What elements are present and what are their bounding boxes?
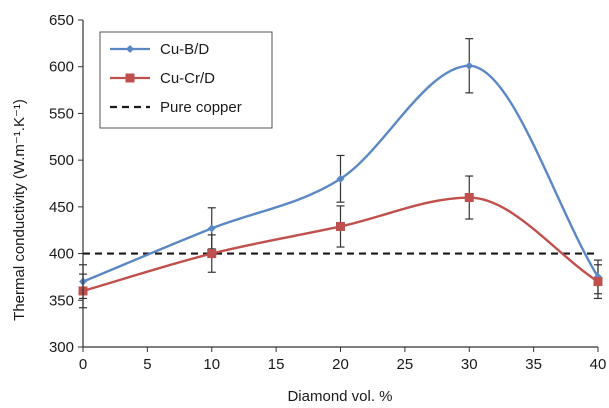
plot-area	[78, 38, 603, 309]
legend-label: Cu-B/D	[160, 41, 209, 58]
x-tick-label: 10	[203, 356, 220, 373]
legend-item: Cu-Cr/D	[110, 70, 215, 87]
y-tick-label: 550	[49, 105, 74, 122]
y-tick-label: 650	[49, 12, 74, 29]
marker-diamond	[207, 224, 216, 233]
x-tick-label: 25	[397, 356, 414, 373]
y-tick-label: 600	[49, 59, 74, 76]
legend: Cu-B/D Cu-Cr/D Pure copper	[99, 31, 273, 129]
x-tick-label: 15	[268, 356, 285, 373]
x-tick-label: 0	[79, 356, 87, 373]
marker-diamond	[336, 174, 345, 183]
y-tick-label: 450	[49, 199, 74, 216]
marker-diamond	[465, 61, 474, 70]
x-tick-label: 5	[143, 356, 151, 373]
y-tick-label: 300	[49, 339, 74, 356]
x-tick-label: 40	[590, 356, 607, 373]
y-tick-label: 400	[49, 246, 74, 263]
series-line-cu-b-d	[82, 64, 600, 283]
x-tick-label: 35	[525, 356, 542, 373]
legend-item: Pure copper	[110, 99, 242, 116]
legend-label: Pure copper	[160, 99, 242, 116]
x-axis-title: Diamond vol. %	[287, 388, 392, 405]
marker-square	[207, 249, 217, 259]
marker-square	[125, 73, 135, 83]
legend-label: Cu-Cr/D	[160, 70, 215, 87]
marker-square	[593, 277, 603, 287]
x-tick-label: 20	[332, 356, 349, 373]
legend-item: Cu-B/D	[110, 41, 209, 58]
y-tick-label: 500	[49, 152, 74, 169]
marker-square	[464, 193, 474, 203]
marker-square	[336, 221, 345, 231]
marker-diamond	[126, 45, 134, 53]
axes: 300 350 400 450 500 550 600 650 0 5 10 15 20 25 30 35 40	[49, 12, 606, 373]
x-tick-label: 30	[461, 356, 478, 373]
y-tick-label: 350	[49, 292, 74, 309]
y-axis-title: Thermal conductivity (W.m⁻¹.K⁻¹)	[11, 99, 28, 321]
